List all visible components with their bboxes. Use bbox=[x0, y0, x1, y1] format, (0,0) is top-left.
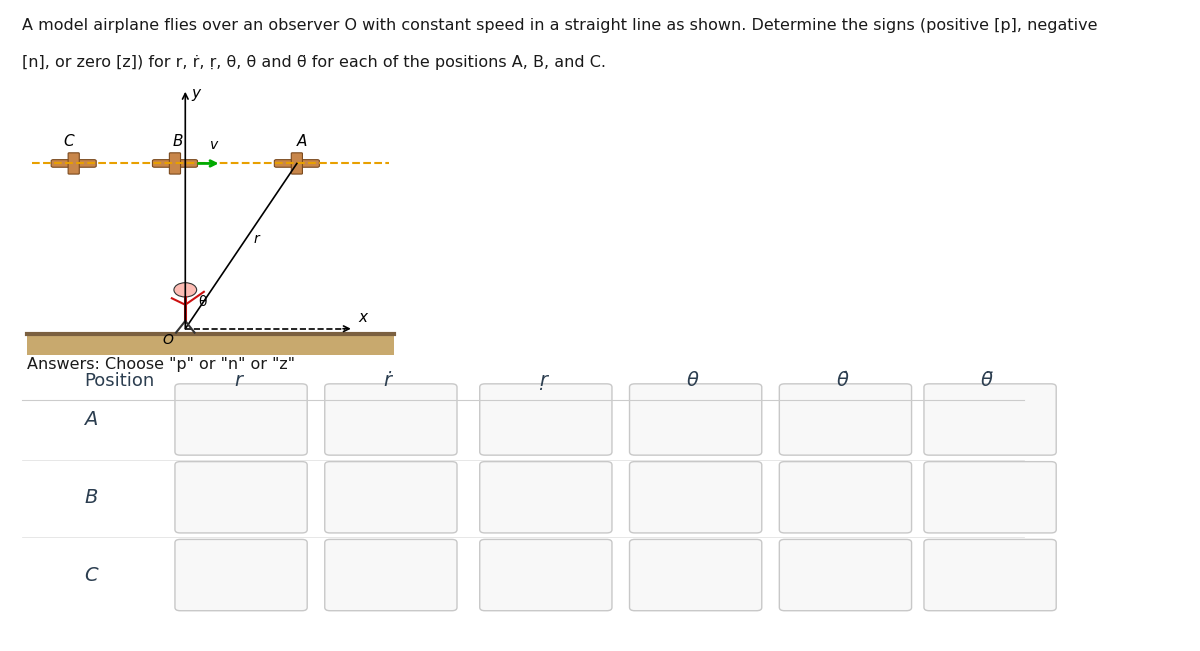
Text: C: C bbox=[84, 566, 97, 585]
FancyBboxPatch shape bbox=[68, 153, 79, 174]
FancyBboxPatch shape bbox=[480, 384, 612, 455]
Text: r: r bbox=[253, 232, 259, 246]
Text: x: x bbox=[359, 311, 368, 326]
Text: Position: Position bbox=[84, 372, 155, 389]
FancyBboxPatch shape bbox=[325, 540, 457, 611]
Text: A: A bbox=[84, 410, 97, 429]
Text: θ̈: θ̈ bbox=[982, 371, 992, 390]
FancyBboxPatch shape bbox=[630, 384, 762, 455]
FancyBboxPatch shape bbox=[175, 462, 307, 533]
FancyBboxPatch shape bbox=[175, 384, 307, 455]
FancyBboxPatch shape bbox=[924, 384, 1056, 455]
Text: B: B bbox=[84, 488, 97, 506]
Text: C: C bbox=[64, 134, 74, 149]
FancyBboxPatch shape bbox=[779, 540, 912, 611]
FancyBboxPatch shape bbox=[480, 462, 612, 533]
Text: A model airplane flies over an observer O with constant speed in a straight line: A model airplane flies over an observer … bbox=[22, 18, 1098, 33]
FancyBboxPatch shape bbox=[924, 540, 1056, 611]
Text: [n], or zero [z]) for r, ṙ, ṛ, θ, θ̇ and θ̈ for each of the positions A, B, and : [n], or zero [z]) for r, ṙ, ṛ, θ, θ̇ and… bbox=[22, 55, 606, 70]
FancyBboxPatch shape bbox=[924, 462, 1056, 533]
FancyBboxPatch shape bbox=[169, 153, 180, 174]
Text: v: v bbox=[210, 138, 218, 152]
FancyBboxPatch shape bbox=[52, 159, 96, 167]
Text: B: B bbox=[173, 134, 184, 149]
Text: r: r bbox=[234, 371, 242, 390]
FancyBboxPatch shape bbox=[175, 540, 307, 611]
FancyBboxPatch shape bbox=[779, 462, 912, 533]
Circle shape bbox=[174, 283, 197, 297]
Text: θ: θ bbox=[686, 371, 698, 390]
Text: Answers: Choose "p" or "n" or "z": Answers: Choose "p" or "n" or "z" bbox=[28, 357, 295, 372]
FancyBboxPatch shape bbox=[480, 540, 612, 611]
FancyBboxPatch shape bbox=[325, 462, 457, 533]
Text: θ̇: θ̇ bbox=[836, 371, 848, 390]
FancyBboxPatch shape bbox=[779, 384, 912, 455]
Text: ṙ: ṙ bbox=[384, 371, 391, 390]
FancyBboxPatch shape bbox=[630, 540, 762, 611]
Text: ṛ: ṛ bbox=[539, 371, 547, 390]
Text: O: O bbox=[162, 333, 173, 346]
FancyBboxPatch shape bbox=[292, 153, 302, 174]
FancyBboxPatch shape bbox=[325, 384, 457, 455]
FancyBboxPatch shape bbox=[275, 159, 319, 167]
Text: θ: θ bbox=[199, 296, 208, 309]
Text: y: y bbox=[192, 86, 200, 101]
FancyBboxPatch shape bbox=[152, 159, 198, 167]
FancyBboxPatch shape bbox=[28, 334, 394, 355]
FancyBboxPatch shape bbox=[630, 462, 762, 533]
Text: A: A bbox=[296, 134, 307, 149]
